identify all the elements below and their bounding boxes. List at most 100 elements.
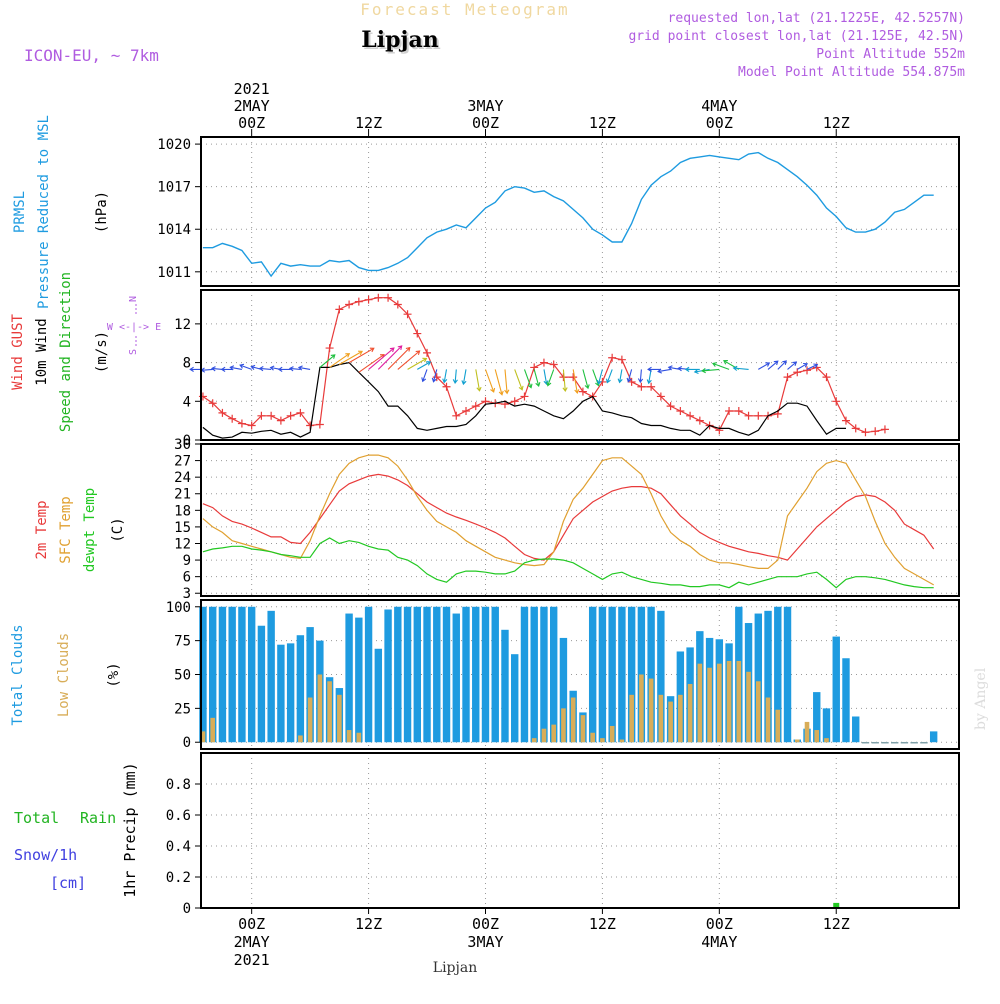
low-clouds-bar: [726, 660, 732, 743]
wind-gust-point: [676, 406, 685, 415]
wind-gust-point: [462, 406, 471, 415]
wind-direction-arrow: [239, 363, 252, 370]
total-clouds-bar: [442, 606, 451, 743]
wind-direction-arrow: [626, 369, 633, 383]
wind-gust-point: [257, 411, 266, 420]
y-tick-label: 0: [183, 901, 191, 917]
rain-bar: [833, 902, 840, 908]
compass-south: S: [128, 349, 139, 355]
y-tick-label: 21: [174, 487, 191, 503]
low-clouds-bar: [327, 681, 332, 743]
wind-gust-point: [267, 411, 276, 420]
low-clouds-bar: [707, 667, 712, 743]
p3-axis-label: 2m Temp: [34, 500, 50, 559]
total-clouds-bar: [842, 658, 850, 743]
total-clouds-bar: [238, 606, 246, 743]
total-clouds-bar: [267, 610, 275, 743]
wind-direction-arrow: [339, 350, 364, 365]
y-tick-label: 0.4: [166, 839, 191, 855]
wind-gust-point: [608, 353, 617, 362]
bottom-time-label: 00Z: [706, 915, 733, 933]
wind-gust-point: [423, 348, 432, 357]
wind-direction-arrow: [387, 346, 411, 370]
total-clouds-bar: [783, 606, 792, 743]
y-tick-label: 1014: [157, 222, 191, 238]
total-clouds-bar: [462, 606, 470, 743]
wind-gust-point: [520, 392, 529, 401]
p1-axis-label: PRMSL: [12, 191, 28, 233]
wind-direction-arrow: [777, 360, 787, 370]
wind-gust-point: [228, 414, 237, 423]
point-altitude: Point Altitude 552m: [816, 47, 965, 62]
wind-direction-arrow: [543, 369, 549, 386]
wind-gust-point: [744, 411, 753, 420]
low-clouds-bar: [775, 709, 781, 743]
wind-direction-arrow: [572, 369, 580, 395]
wind-gust-point: [832, 397, 841, 406]
closest-coords: grid point closest lon,lat (21.125E, 42.…: [628, 29, 965, 44]
panel-2-frame: [200, 289, 960, 441]
low-clouds-bar: [356, 732, 362, 743]
wind-direction-arrow: [806, 363, 819, 370]
low-clouds-bar: [580, 715, 586, 743]
low-clouds-bar: [678, 694, 683, 743]
wind-direction-arrow: [514, 369, 524, 391]
low-clouds-bar: [210, 717, 215, 743]
wind-gust-point: [783, 373, 792, 382]
panel-2-background: [201, 290, 959, 440]
low-clouds-bar: [337, 694, 342, 743]
wind-gust-point: [510, 397, 519, 406]
total-clouds-bar: [257, 625, 266, 743]
wind-direction-arrow: [229, 365, 242, 371]
top-title: Forecast Meteogram: [360, 0, 569, 19]
low-clouds-bar: [590, 732, 595, 743]
panel-1-frame: [200, 136, 960, 287]
wind-direction-arrow: [523, 369, 533, 389]
total-clouds-bar: [754, 613, 762, 743]
total-clouds-bar: [549, 606, 558, 743]
total-clouds-bar: [384, 609, 392, 743]
wind-gust-point: [218, 408, 227, 417]
low-clouds-bar: [794, 739, 800, 743]
wind-direction-arrow: [297, 365, 311, 371]
total-clouds-bar: [296, 635, 305, 743]
total-clouds-bar: [199, 606, 207, 743]
total-clouds-bar: [822, 708, 831, 743]
low-clouds-bar: [804, 721, 810, 743]
low-clouds-bar: [307, 697, 313, 743]
total-clouds-bar: [832, 636, 840, 743]
wind-gust-point: [364, 295, 373, 304]
total-clouds-bar: [277, 644, 285, 743]
y-tick-label: 75: [174, 634, 191, 650]
wind-gust-point: [871, 427, 880, 436]
wind-direction-arrow: [377, 345, 403, 370]
wind-direction-arrow: [732, 365, 749, 371]
y-tick-label: 0.2: [166, 870, 191, 886]
total-clouds-bar: [511, 654, 519, 743]
panel-5-frame: [200, 752, 960, 909]
total-clouds-bar: [813, 692, 821, 743]
wind-direction-arrow: [258, 366, 272, 372]
low-clouds-bar: [658, 694, 664, 743]
temp-2m-line: [202, 473, 935, 561]
panel-3-frame: [200, 443, 960, 597]
wind-gust-point: [315, 420, 324, 429]
wind-direction-arrow: [442, 369, 448, 384]
wind-gust-point: [296, 408, 305, 417]
wind-direction-arrow: [546, 369, 555, 387]
precip-snow-label: Snow/1h: [14, 846, 77, 864]
p3-axis-label: dewpt Temp: [82, 488, 98, 572]
low-clouds-bar: [824, 738, 829, 743]
y-tick-label: 25: [174, 701, 191, 717]
model-label: ICON-EU, ~ 7km: [24, 46, 159, 65]
wind-direction-arrow: [767, 360, 779, 370]
wind-gust-point: [393, 300, 402, 309]
y-tick-label: 8: [183, 356, 191, 372]
wind-gust-point: [452, 411, 461, 420]
top-time-label: 12Z: [823, 114, 850, 132]
y-tick-label: 27: [174, 454, 191, 470]
wind-gust-point: [335, 305, 344, 314]
wind-gust-point: [851, 424, 860, 433]
total-clouds-bar: [608, 606, 616, 743]
wind-direction-arrow: [484, 369, 496, 393]
